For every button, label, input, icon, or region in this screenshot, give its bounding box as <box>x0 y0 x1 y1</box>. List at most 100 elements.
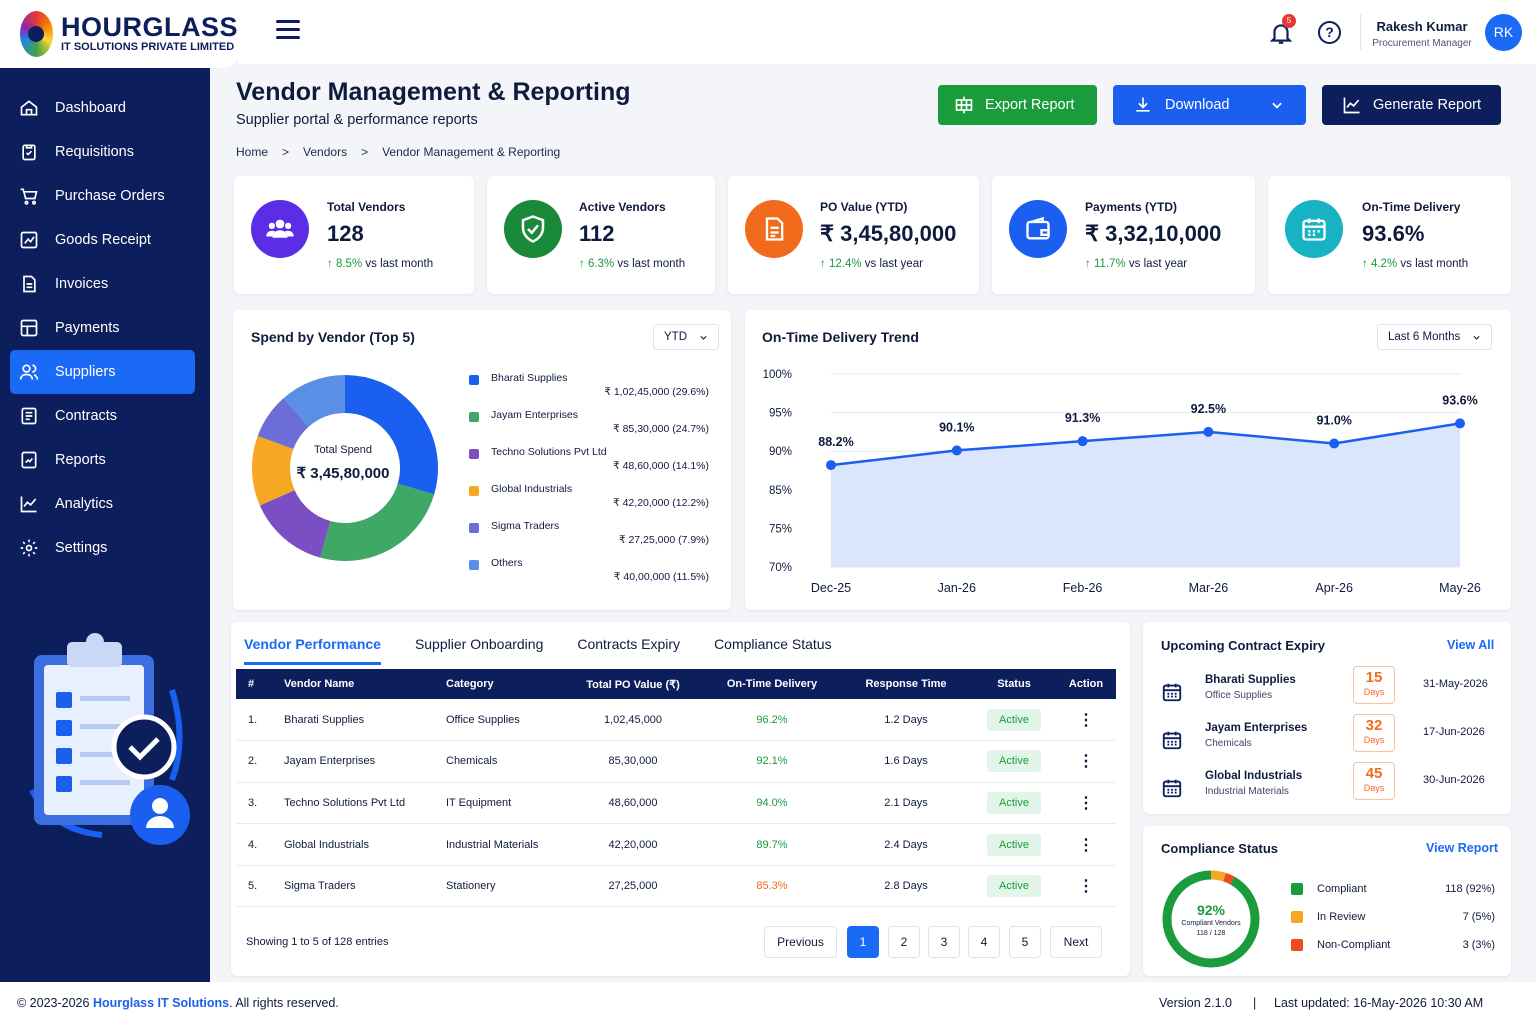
pagination-next-button[interactable]: Next <box>1050 926 1102 958</box>
status-badge: Active <box>987 750 1041 773</box>
user-name[interactable]: Rakesh Kumar <box>1376 19 1468 34</box>
sidebar-item-label: Contracts <box>55 408 118 424</box>
footer-company-link[interactable]: Hourglass IT Solutions <box>92 996 230 1010</box>
col-header-po-value[interactable]: Total PO Value (₹) <box>562 669 704 699</box>
vendor-name[interactable]: Global Industrials <box>272 823 434 866</box>
vendor-name[interactable]: Sigma Traders <box>272 865 434 908</box>
days-label: Days <box>1363 735 1385 745</box>
logo[interactable]: HOURGLASS IT SOLUTIONS PRIVATE LIMITED <box>0 0 238 68</box>
vendor-name[interactable]: Techno Solutions Pvt Ltd <box>272 782 434 825</box>
export-report-button[interactable]: Export Report <box>938 85 1097 125</box>
donut-slice <box>320 482 435 561</box>
more-options-icon[interactable]: ⋮ <box>1078 878 1094 896</box>
pagination-previous-button[interactable]: Previous <box>764 926 837 958</box>
legend-item: Sigma Traders ₹ 27,25,000 (7.9%) <box>469 516 709 556</box>
pagination-page-5[interactable]: 5 <box>1009 926 1041 958</box>
tab-contracts-expiry[interactable]: Contracts Expiry <box>577 636 681 652</box>
row-index: 3. <box>236 782 272 825</box>
sidebar-item-analytics[interactable]: Analytics <box>10 482 195 526</box>
col-header-status[interactable]: Status <box>972 669 1056 699</box>
donut-center-value: ₹ 3,45,80,000 <box>296 465 390 482</box>
legend-swatch <box>1291 883 1303 895</box>
data-point[interactable] <box>1455 418 1465 429</box>
data-label: 92.5% <box>1191 402 1226 416</box>
kpi-trend: ↑ 8.5% vs last month <box>327 258 433 270</box>
divider <box>1360 14 1361 50</box>
compliance-label: Non-Compliant <box>1317 939 1391 951</box>
pagination-page-4[interactable]: 4 <box>968 926 1000 958</box>
download-button[interactable]: Download <box>1113 85 1306 125</box>
tab-vendor-performance[interactable]: Vendor Performance <box>244 636 381 665</box>
sidebar-item-contracts[interactable]: Contracts <box>10 394 195 438</box>
view-report-link[interactable]: View Report <box>1426 841 1499 855</box>
more-options-icon[interactable]: ⋮ <box>1078 836 1094 854</box>
chevron-down-icon <box>1473 335 1480 340</box>
sidebar: Dashboard Requisitions Purchase Orders G… <box>0 0 210 982</box>
contract-expiry-item[interactable]: Bharati Supplies Office Supplies 15 Days 31-… <box>1161 666 1495 720</box>
legend-swatch <box>1291 911 1303 923</box>
col-header-category[interactable]: Category <box>434 669 562 699</box>
notifications-button[interactable]: 5 <box>1268 14 1296 46</box>
more-options-icon[interactable]: ⋮ <box>1078 711 1094 729</box>
contract-expiry-item[interactable]: Jayam Enterprises Chemicals 32 Days 17-Jun-2… <box>1161 714 1495 768</box>
kpi-card-active-vendors: Active Vendors 112 ↑ 6.3% vs last month <box>487 176 715 294</box>
data-point[interactable] <box>1329 438 1340 449</box>
table-row[interactable]: 1. Bharati Supplies Office Supplies 1,02,45… <box>236 699 1116 742</box>
row-index: 5. <box>236 865 272 908</box>
sidebar-item-settings[interactable]: Settings <box>10 526 195 570</box>
pagination-page-3[interactable]: 3 <box>928 926 960 958</box>
sidebar-item-payments[interactable]: Payments <box>10 306 195 350</box>
more-options-icon[interactable]: ⋮ <box>1078 753 1094 771</box>
calendar-icon <box>1162 683 1182 702</box>
more-options-icon[interactable]: ⋮ <box>1078 794 1094 812</box>
legend-amount: ₹ 85,30,000 (24.7%) <box>613 423 709 435</box>
sidebar-item-reports[interactable]: Reports <box>10 438 195 482</box>
kpi-value: ₹ 3,32,10,000 <box>1085 221 1222 246</box>
donut-center-label: Total Spend <box>313 444 373 456</box>
x-tick-label: Mar-26 <box>1189 581 1229 595</box>
avatar[interactable]: RK <box>1485 14 1522 51</box>
status-badge: Active <box>987 833 1041 856</box>
vendor-name[interactable]: Bharati Supplies <box>272 699 434 742</box>
sidebar-item-goods-receipt[interactable]: Goods Receipt <box>10 218 195 262</box>
po-value: 1,02,45,000 <box>562 699 704 742</box>
compliance-value: 118 (92%) <box>1445 883 1495 895</box>
data-point[interactable] <box>1203 426 1214 437</box>
sidebar-item-suppliers[interactable]: Suppliers <box>10 350 195 394</box>
kpi-value: ₹ 3,45,80,000 <box>820 221 957 246</box>
kpi-change: 8.5% <box>335 258 363 270</box>
breadcrumb-home[interactable]: Home <box>236 145 269 159</box>
tab-supplier-onboarding[interactable]: Supplier Onboarding <box>414 636 544 652</box>
table-row[interactable]: 4. Global Industrials Industrial Materials… <box>236 823 1116 866</box>
col-header-on-time-delivery[interactable]: On-Time Delivery <box>704 669 840 699</box>
data-point[interactable] <box>1077 436 1088 447</box>
help-icon[interactable]: ? <box>1318 21 1341 44</box>
generate-report-button[interactable]: Generate Report <box>1322 85 1501 125</box>
col-header-response-time[interactable]: Response Time <box>840 669 972 699</box>
tab-compliance-status[interactable]: Compliance Status <box>714 636 832 652</box>
compliance-center-count: 118 / 128 <box>1196 930 1226 937</box>
menu-toggle-icon[interactable] <box>276 20 300 42</box>
kpi-trend: ↑ 4.2% vs last month <box>1362 258 1468 270</box>
sidebar-item-invoices[interactable]: Invoices <box>10 262 195 306</box>
breadcrumb-vendors[interactable]: Vendors <box>303 145 348 159</box>
data-label: 88.2% <box>818 435 853 449</box>
vendor-name[interactable]: Jayam Enterprises <box>272 740 434 783</box>
sidebar-item-dashboard[interactable]: Dashboard <box>10 86 195 130</box>
data-point[interactable] <box>826 460 836 471</box>
delivery-period-dropdown[interactable]: Last 6 Months <box>1377 324 1493 350</box>
page-subtitle: Supplier portal & performance reports <box>236 112 478 128</box>
table-row[interactable]: 3. Techno Solutions Pvt Ltd IT Equipment 48… <box>236 782 1116 825</box>
table-row[interactable]: 2. Jayam Enterprises Chemicals 85,30,000 92.… <box>236 740 1116 783</box>
breadcrumb: Home > Vendors > Vendor Management & Rep… <box>236 145 560 159</box>
contract-expiry-item[interactable]: Global Industrials Industrial Materials 45… <box>1161 762 1495 816</box>
pagination-page-2[interactable]: 2 <box>888 926 920 958</box>
view-all-link[interactable]: View All <box>1447 638 1495 652</box>
sidebar-item-purchase-orders[interactable]: Purchase Orders <box>10 174 195 218</box>
pagination-page-1[interactable]: 1 <box>847 926 879 958</box>
data-point[interactable] <box>951 445 962 456</box>
sidebar-item-requisitions[interactable]: Requisitions <box>10 130 195 174</box>
spend-period-dropdown[interactable]: YTD <box>653 324 719 350</box>
table-row[interactable]: 5. Sigma Traders Stationery 27,25,000 85.3% 2… <box>236 865 1116 908</box>
col-header-vendor-name[interactable]: Vendor Name <box>272 669 434 699</box>
